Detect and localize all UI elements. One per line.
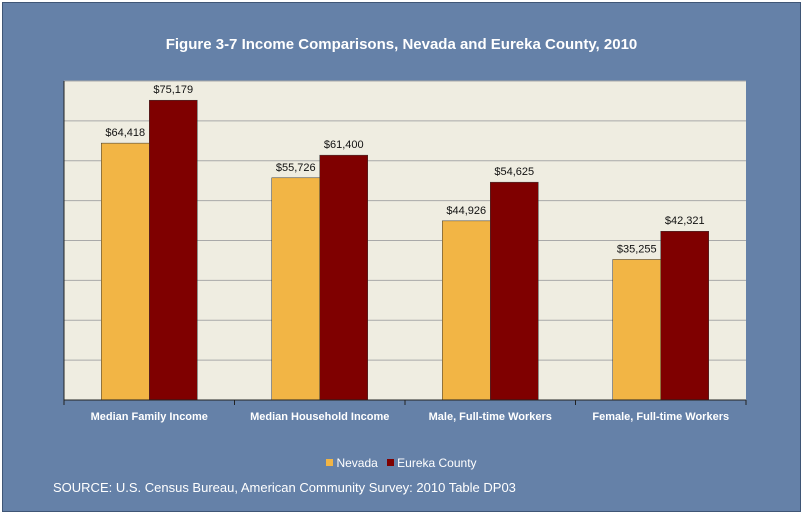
chart-canvas: $64,418 $75,179 $55,726 $61,400 $44,926 $54,6…	[63, 80, 747, 423]
x-tick-label-median-household-income: Median Household Income	[250, 411, 389, 423]
legend-swatch-nevada	[326, 459, 334, 466]
legend-label-nevada: Nevada	[336, 455, 378, 470]
x-tick-label-male-full-time-workers: Male, Full-time Workers	[429, 411, 552, 423]
chart-title: Figure 3-7 Income Comparisons, Nevada an…	[165, 36, 638, 53]
bar-eureka-county-median-household-income	[319, 154, 368, 401]
bar-nevada-median-household-income	[271, 177, 320, 401]
data-label-nevada-male-full-time-workers: $44,926	[446, 205, 486, 217]
x-tick-label-female-full-time-workers: Female, Full-time Workers	[592, 411, 729, 423]
bar-eureka-county-female-full-time-workers	[660, 230, 709, 401]
x-tick-label-median-family-income: Median Family Income	[91, 411, 208, 423]
data-label-eureka-county-male-full-time-workers: $54,625	[494, 166, 534, 178]
bar-eureka-county-male-full-time-workers	[490, 181, 539, 401]
bar-nevada-median-family-income	[101, 142, 150, 401]
bar-nevada-female-full-time-workers	[612, 259, 661, 401]
data-label-eureka-county-female-full-time-workers: $42,321	[665, 215, 705, 227]
data-label-nevada-median-household-income: $55,726	[276, 162, 316, 174]
legend-swatch-eureka-county	[387, 459, 395, 466]
data-labels: $64,418 $75,179 $55,726 $61,400 $44,926 $54,6…	[105, 84, 704, 255]
bars	[101, 99, 709, 401]
source-note: SOURCE: U.S. Census Bureau, American Com…	[53, 480, 516, 495]
bar-eureka-county-median-family-income	[149, 99, 198, 401]
data-label-nevada-median-family-income: $64,418	[105, 127, 145, 139]
legend-item-nevada: Nevada	[326, 455, 378, 470]
legend-label-eureka-county: Eureka County	[397, 455, 477, 470]
bar-nevada-male-full-time-workers	[442, 220, 491, 401]
legend: Nevada Eureka County	[3, 455, 800, 470]
x-tick-labels: Median Family Income Median Household Inc…	[91, 411, 730, 423]
legend-item-eureka-county: Eureka County	[387, 455, 477, 470]
data-label-eureka-county-median-household-income: $61,400	[324, 139, 364, 151]
axes	[63, 81, 747, 405]
data-label-eureka-county-median-family-income: $75,179	[153, 84, 193, 96]
data-label-nevada-female-full-time-workers: $35,255	[617, 243, 657, 255]
